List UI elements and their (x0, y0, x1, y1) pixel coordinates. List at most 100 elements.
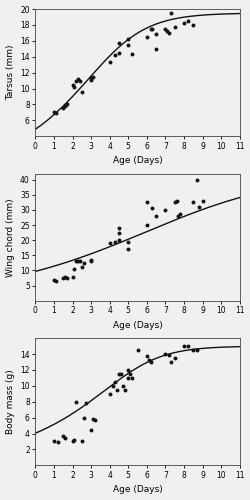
Point (173, 22, 177, 30)
Point (84, 400, 87, 407)
Point (63, 434, 67, 442)
Point (72, 265, 76, 273)
Point (119, 370, 123, 378)
Point (74, 76, 78, 84)
Point (164, 25, 168, 33)
X-axis label: Age (Days): Age (Days) (113, 156, 162, 166)
Point (61, 432, 65, 440)
Point (117, 370, 121, 378)
Point (115, 386, 119, 394)
Point (89, 426, 93, 434)
Point (70, 438, 74, 446)
Point (126, 35, 130, 43)
Point (182, 20, 186, 28)
Point (74, 398, 78, 406)
Point (122, 386, 126, 394)
Point (167, 29, 171, 37)
Point (145, 221, 149, 229)
Point (74, 258, 78, 266)
Point (70, 80, 74, 88)
Point (126, 366, 130, 374)
Point (126, 374, 130, 382)
Point (82, 414, 86, 422)
Point (186, 342, 190, 350)
Y-axis label: Wing chord (mm): Wing chord (mm) (6, 198, 15, 276)
Point (56, 438, 60, 446)
Point (80, 88, 84, 96)
Point (91, 415, 95, 423)
Point (167, 351, 171, 359)
Point (63, 102, 67, 110)
Point (54, 277, 58, 285)
X-axis label: Age (Days): Age (Days) (113, 486, 162, 494)
Point (76, 75, 80, 83)
Point (61, 274, 65, 282)
Point (178, 210, 182, 218)
Point (78, 76, 82, 84)
Point (200, 197, 204, 205)
Point (154, 45, 158, 53)
Point (117, 39, 121, 47)
Point (150, 25, 154, 33)
Point (54, 109, 58, 117)
Point (113, 238, 117, 246)
Point (145, 198, 149, 206)
Point (169, 358, 173, 366)
Point (72, 436, 76, 444)
Point (117, 224, 121, 232)
Point (154, 30, 158, 38)
Point (148, 358, 152, 366)
Point (191, 21, 195, 29)
Point (126, 238, 130, 246)
Point (76, 257, 80, 265)
Point (148, 25, 152, 33)
Point (82, 259, 86, 267)
Point (117, 49, 121, 57)
Point (128, 370, 132, 378)
Point (154, 212, 158, 220)
Point (52, 108, 56, 116)
Point (78, 258, 82, 266)
Point (117, 236, 121, 244)
Point (112, 382, 116, 390)
Point (65, 274, 69, 282)
Point (174, 197, 178, 205)
Point (80, 264, 84, 272)
X-axis label: Age (Days): Age (Days) (113, 321, 162, 330)
Point (191, 346, 195, 354)
Point (197, 203, 201, 211)
Point (61, 104, 65, 112)
Point (117, 228, 121, 236)
Point (173, 354, 177, 362)
Point (130, 374, 134, 382)
Point (191, 198, 195, 206)
Point (186, 17, 190, 25)
Point (130, 50, 134, 58)
Point (165, 26, 169, 34)
Point (91, 72, 95, 80)
Point (195, 346, 199, 354)
Y-axis label: Body mass (g): Body mass (g) (6, 370, 15, 434)
Point (65, 100, 69, 108)
Point (121, 382, 125, 390)
Point (89, 74, 93, 82)
Point (169, 9, 173, 17)
Point (52, 276, 56, 283)
Point (195, 176, 199, 184)
Point (150, 204, 154, 212)
Point (145, 33, 149, 41)
Point (176, 212, 180, 220)
Point (108, 390, 112, 398)
Point (145, 352, 149, 360)
Point (89, 76, 93, 84)
Point (126, 41, 130, 49)
Point (113, 51, 117, 59)
Point (182, 342, 186, 350)
Point (70, 272, 74, 280)
Point (108, 58, 112, 66)
Point (173, 198, 177, 206)
Point (147, 356, 151, 364)
Y-axis label: Tarsus (mm): Tarsus (mm) (6, 45, 15, 100)
Point (89, 258, 93, 266)
Point (93, 416, 97, 424)
